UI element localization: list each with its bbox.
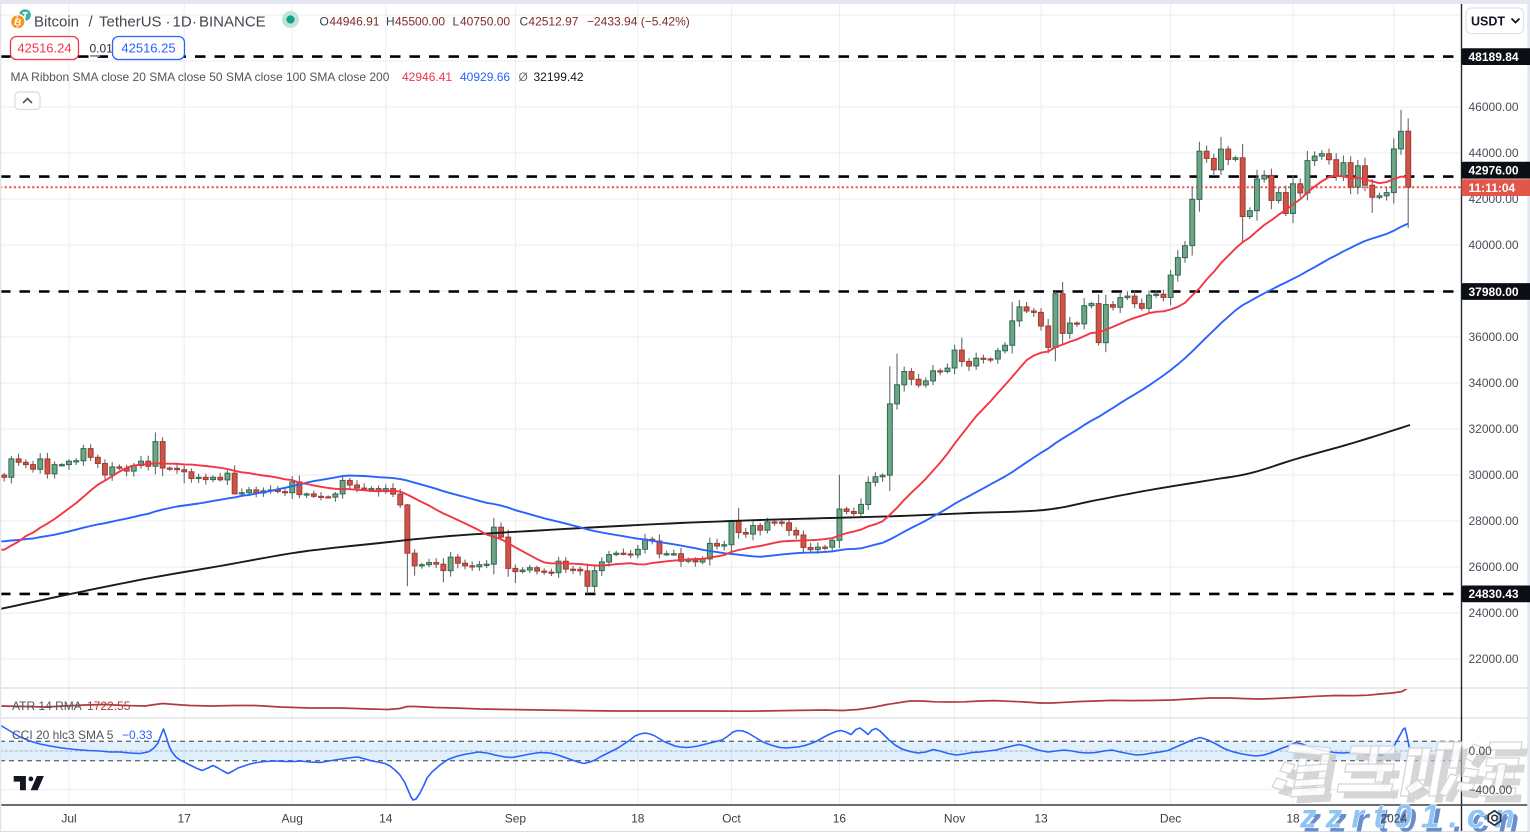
svg-text:H: H <box>386 15 395 29</box>
svg-text:42976.00: 42976.00 <box>1469 164 1519 178</box>
svg-text:1D: 1D <box>173 13 192 30</box>
svg-text:CCI 20 hlc3 SMA 5: CCI 20 hlc3 SMA 5 <box>12 728 114 742</box>
svg-text:26000.00: 26000.00 <box>1469 560 1519 574</box>
svg-text:·: · <box>192 13 197 30</box>
svg-text:44946.91: 44946.91 <box>329 15 379 29</box>
svg-text:37980.00: 37980.00 <box>1469 285 1519 299</box>
svg-text:30000.00: 30000.00 <box>1469 468 1519 482</box>
svg-text:18: 18 <box>631 812 645 826</box>
svg-text:USDT: USDT <box>1471 14 1505 28</box>
svg-text:Ø: Ø <box>519 70 528 84</box>
svg-text:42516.24: 42516.24 <box>17 40 71 55</box>
svg-text:ATR 14 RMA: ATR 14 RMA <box>12 699 82 713</box>
svg-text:−400.00: −400.00 <box>1469 783 1513 797</box>
svg-text:11:11:04: 11:11:04 <box>1469 181 1516 195</box>
svg-text:Jul: Jul <box>61 812 76 826</box>
svg-text:36000.00: 36000.00 <box>1469 330 1519 344</box>
svg-text:24830.43: 24830.43 <box>1469 587 1519 601</box>
svg-text:2024: 2024 <box>1380 812 1407 826</box>
svg-text:1722.55: 1722.55 <box>87 699 131 713</box>
svg-text:·: · <box>166 13 171 30</box>
svg-text:22000.00: 22000.00 <box>1469 652 1519 666</box>
svg-text:40929.66: 40929.66 <box>460 70 510 84</box>
svg-text:MA Ribbon SMA close 20 SMA clo: MA Ribbon SMA close 20 SMA close 50 SMA … <box>11 70 390 84</box>
svg-text:40000.00: 40000.00 <box>1469 238 1519 252</box>
svg-text:32000.00: 32000.00 <box>1469 422 1519 436</box>
svg-text:−0.33: −0.33 <box>122 728 153 742</box>
svg-text:Aug: Aug <box>282 812 303 826</box>
svg-text:Sep: Sep <box>505 812 527 826</box>
svg-text:24000.00: 24000.00 <box>1469 606 1519 620</box>
svg-text:42516.25: 42516.25 <box>121 40 175 55</box>
svg-text:14: 14 <box>379 812 393 826</box>
svg-text:TetherUS: TetherUS <box>99 13 162 30</box>
svg-text:48189.84: 48189.84 <box>1469 50 1519 64</box>
svg-text:0.00: 0.00 <box>1469 744 1493 758</box>
svg-text:Nov: Nov <box>944 812 965 826</box>
svg-text:C: C <box>520 15 529 29</box>
svg-text:13: 13 <box>1034 812 1048 826</box>
svg-text:0.01: 0.01 <box>90 41 114 55</box>
svg-text:44000.00: 44000.00 <box>1469 146 1519 160</box>
svg-text:L: L <box>453 15 460 29</box>
svg-text:42512.97: 42512.97 <box>528 15 578 29</box>
svg-text:BINANCE: BINANCE <box>199 13 266 30</box>
svg-text:40750.00: 40750.00 <box>460 15 510 29</box>
svg-text:Bitcoin: Bitcoin <box>34 13 79 30</box>
svg-text:17: 17 <box>178 812 192 826</box>
svg-text:34000.00: 34000.00 <box>1469 376 1519 390</box>
svg-text:45500.00: 45500.00 <box>395 15 445 29</box>
svg-text:18: 18 <box>1286 812 1300 826</box>
svg-text:42946.41: 42946.41 <box>402 70 452 84</box>
svg-text:O: O <box>320 15 329 29</box>
svg-text:46000.00: 46000.00 <box>1469 100 1519 114</box>
svg-text:16: 16 <box>833 812 847 826</box>
svg-text:Oct: Oct <box>722 812 741 826</box>
svg-text:32199.42: 32199.42 <box>534 70 584 84</box>
svg-text:28000.00: 28000.00 <box>1469 514 1519 528</box>
svg-text:−2433.94 (−5.42%): −2433.94 (−5.42%) <box>587 15 690 29</box>
svg-text:Dec: Dec <box>1160 812 1181 826</box>
